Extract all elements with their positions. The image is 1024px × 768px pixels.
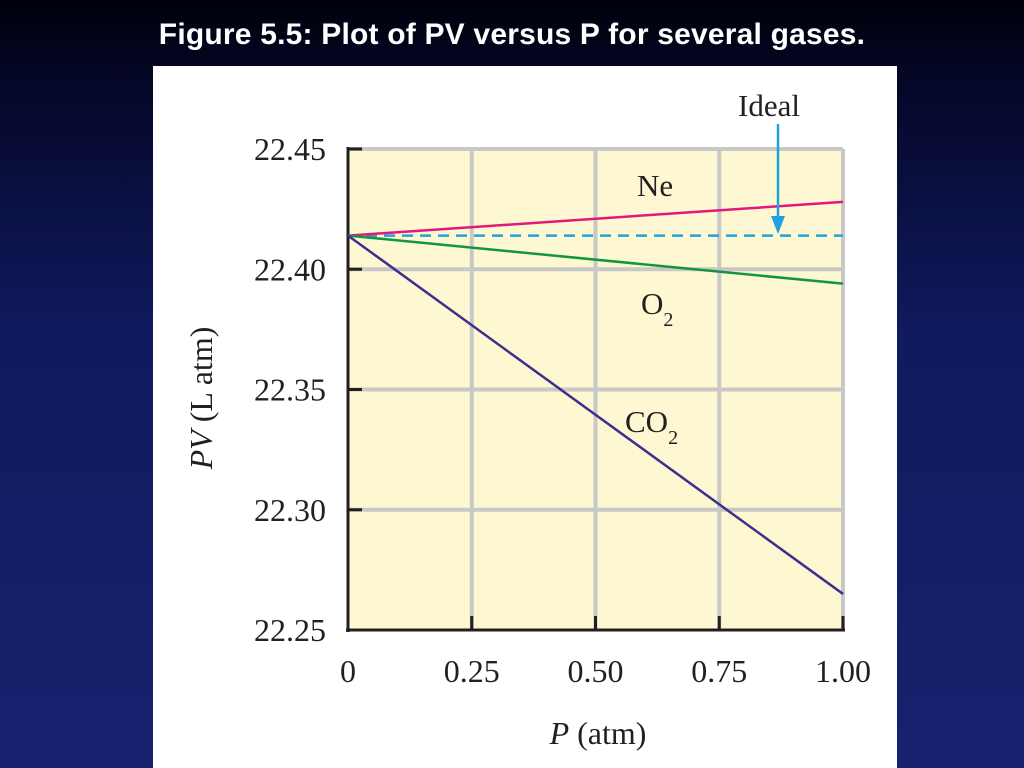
tick-labels: 22.25 22.30 22.35 22.40 22.45 0 0.25 0.50 0.75 1.… bbox=[254, 131, 871, 689]
x-axis-label: P (atm) bbox=[549, 715, 647, 751]
x-tick-label: 1.00 bbox=[815, 653, 871, 689]
x-tick-label: 0.75 bbox=[691, 653, 747, 689]
series-label-co2: CO2 bbox=[625, 404, 678, 449]
series-label-ideal: Ideal bbox=[738, 88, 800, 123]
series-line-co2 bbox=[347, 234, 844, 595]
x-tick-label: 0.50 bbox=[568, 653, 624, 689]
slide-title: Figure 5.5: Plot of PV versus P for seve… bbox=[158, 18, 866, 51]
grid-lines bbox=[348, 147, 845, 630]
pv-vs-p-chart: 22.25 22.30 22.35 22.40 22.45 0 0.25 0.50 0.75 1.… bbox=[183, 88, 871, 751]
series-line-ne bbox=[347, 200, 844, 237]
ideal-arrowhead-icon bbox=[771, 216, 785, 234]
figure-panel: 22.25 22.30 22.35 22.40 22.45 0 0.25 0.50 0.75 1.… bbox=[153, 66, 897, 768]
y-axis-label: PV (L atm) bbox=[183, 327, 219, 471]
series-lines bbox=[347, 200, 844, 595]
tick-marks bbox=[346, 147, 845, 632]
x-tick-label: 0.25 bbox=[444, 653, 500, 689]
series-label-ne: Ne bbox=[637, 168, 673, 203]
y-tick-label: 22.30 bbox=[254, 492, 326, 528]
series-line-o2 bbox=[347, 234, 844, 285]
y-tick-label: 22.25 bbox=[254, 612, 326, 648]
y-tick-label: 22.45 bbox=[254, 131, 326, 167]
y-tick-label: 22.40 bbox=[254, 251, 326, 287]
x-tick-label: 0 bbox=[340, 653, 356, 689]
y-tick-label: 22.35 bbox=[254, 372, 326, 408]
series-label-o2: O2 bbox=[641, 286, 673, 331]
